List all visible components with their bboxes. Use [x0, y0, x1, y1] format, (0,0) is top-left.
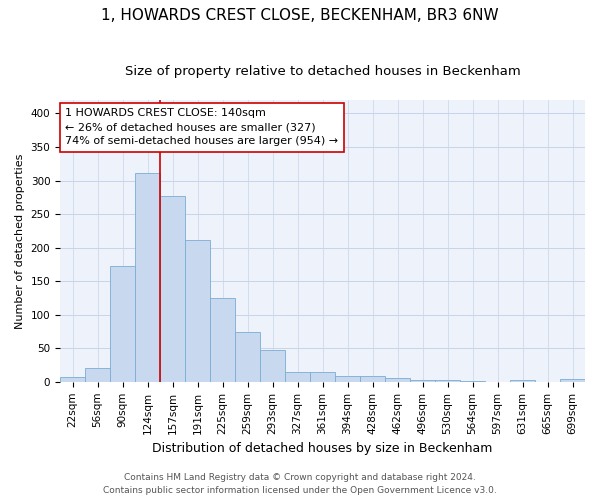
X-axis label: Distribution of detached houses by size in Beckenham: Distribution of detached houses by size …: [152, 442, 493, 455]
Bar: [85, 368, 110, 382]
Bar: [160, 196, 185, 382]
Bar: [60, 377, 85, 382]
Bar: [235, 332, 260, 382]
Text: 1 HOWARDS CREST CLOSE: 140sqm
← 26% of detached houses are smaller (327)
74% of : 1 HOWARDS CREST CLOSE: 140sqm ← 26% of d…: [65, 108, 338, 146]
Bar: [360, 376, 385, 382]
Bar: [460, 381, 485, 382]
Bar: [410, 380, 435, 382]
Bar: [185, 240, 210, 382]
Bar: [435, 380, 460, 382]
Bar: [260, 350, 285, 382]
Bar: [135, 173, 160, 382]
Bar: [285, 372, 310, 382]
Bar: [310, 372, 335, 382]
Bar: [335, 376, 360, 382]
Title: Size of property relative to detached houses in Beckenham: Size of property relative to detached ho…: [125, 65, 520, 78]
Bar: [110, 266, 135, 382]
Bar: [510, 380, 535, 382]
Y-axis label: Number of detached properties: Number of detached properties: [15, 153, 25, 328]
Bar: [560, 379, 585, 382]
Text: 1, HOWARDS CREST CLOSE, BECKENHAM, BR3 6NW: 1, HOWARDS CREST CLOSE, BECKENHAM, BR3 6…: [101, 8, 499, 22]
Text: Contains HM Land Registry data © Crown copyright and database right 2024.
Contai: Contains HM Land Registry data © Crown c…: [103, 474, 497, 495]
Bar: [385, 378, 410, 382]
Bar: [210, 298, 235, 382]
